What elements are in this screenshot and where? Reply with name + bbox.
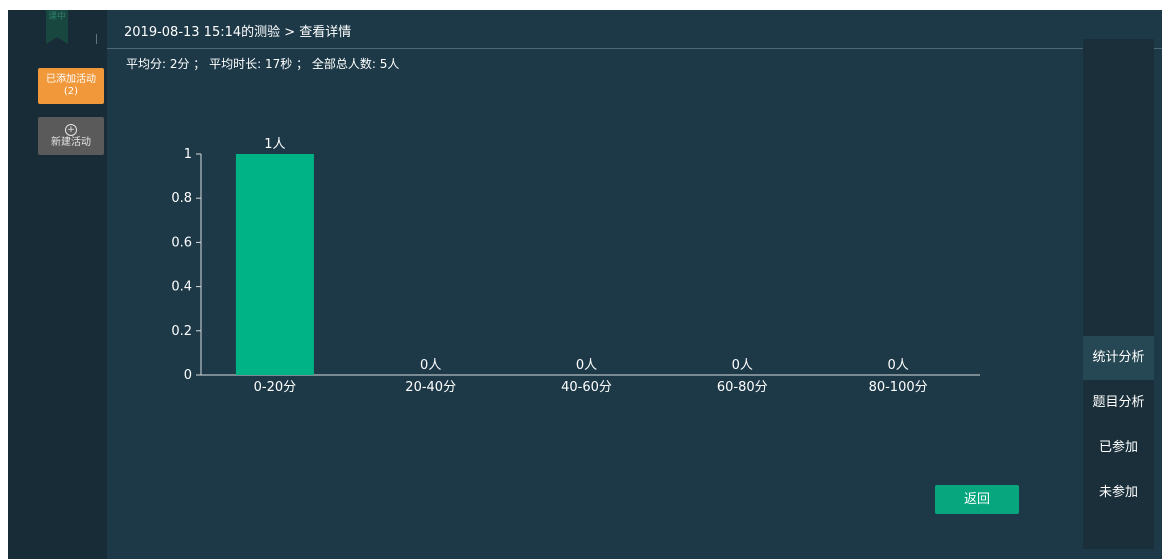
- y-tick-label: 0.8: [171, 191, 192, 206]
- y-tick-label: 0.4: [171, 280, 192, 295]
- y-tick-label: 0.2: [171, 324, 192, 339]
- x-tick-label: 20-40分: [405, 380, 456, 395]
- bar-data-label: 0人: [887, 358, 908, 373]
- score-distribution-chart: 0 0.2 0.4 0.6 0.8 1 1人 0-20分 0人 20-40分 0人 40-60分 0人 6…: [171, 137, 980, 395]
- logo-icon: 课中: [46, 10, 68, 44]
- y-tick-label: 1: [184, 147, 192, 162]
- back-button[interactable]: 返回: [935, 485, 1019, 514]
- bar-data-label: 0人: [576, 358, 597, 373]
- breadcrumb: 2019-08-13 15:14的测验 > 查看详情: [124, 25, 352, 40]
- new-activity-button[interactable]: + 新建活动: [38, 117, 104, 155]
- bar-data-label: 1人: [264, 137, 285, 152]
- tab-question-analysis[interactable]: 题目分析: [1092, 395, 1145, 410]
- header-bar: 2019-08-13 15:14的测验 > 查看详情: [107, 10, 1162, 49]
- bar-data-label: 0人: [732, 358, 753, 373]
- left-rail: 课中 已添加活动 (2) + 新建活动: [8, 10, 107, 559]
- plus-circle-icon: +: [65, 123, 77, 136]
- x-tick-label: 0-20分: [254, 380, 297, 395]
- x-tick-label: 80-100分: [869, 380, 928, 395]
- x-tick-label: 60-80分: [717, 380, 768, 395]
- right-tab-panel: 统计分析题目分析已参加未参加: [1083, 39, 1154, 549]
- added-activities-button[interactable]: 已添加活动 (2): [38, 68, 104, 104]
- y-tick-label: 0: [184, 368, 192, 383]
- x-tick-label: 40-60分: [561, 380, 612, 395]
- tab-joined[interactable]: 已参加: [1098, 440, 1138, 455]
- bar: [235, 154, 314, 375]
- divider: [96, 34, 97, 44]
- added-activities-label: 已添加活动: [46, 74, 96, 85]
- y-tick-label: 0.6: [171, 235, 192, 250]
- added-activities-count: (2): [63, 86, 79, 97]
- new-activity-label: 新建活动: [51, 136, 91, 148]
- tab-not-joined[interactable]: 未参加: [1098, 485, 1138, 500]
- tab-stats-analysis[interactable]: 统计分析: [1083, 336, 1154, 380]
- app-window: 课中 已添加活动 (2) + 新建活动 2019-08-13 15:14的测验 …: [8, 10, 1162, 559]
- summary-stats: 平均分: 2分 ； 平均时长: 17秒 ； 全部总人数: 5人: [126, 57, 400, 71]
- bar-data-label: 0人: [420, 358, 441, 373]
